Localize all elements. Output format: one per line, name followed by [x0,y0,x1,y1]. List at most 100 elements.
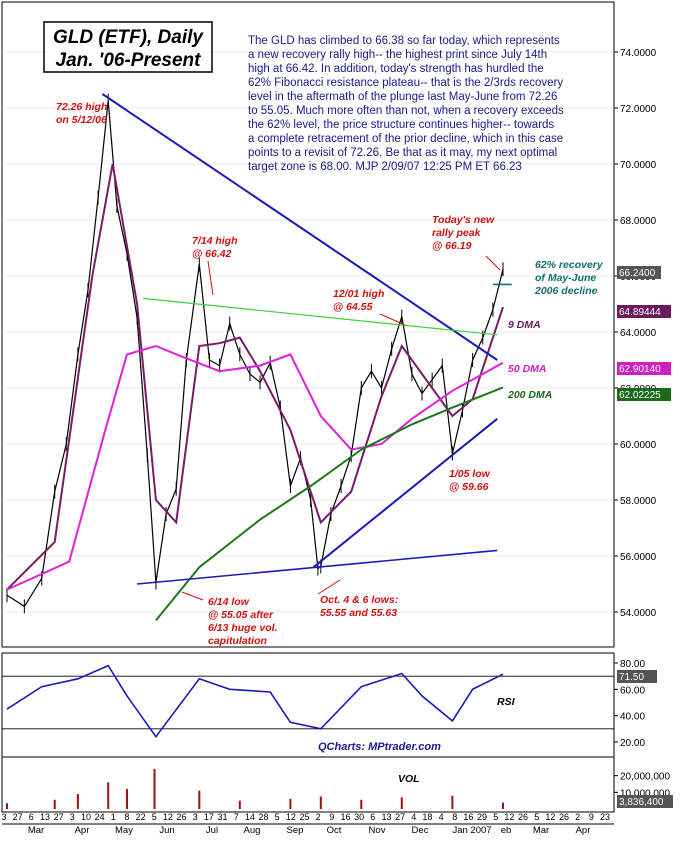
x-day-tick-label: 27 [395,812,405,822]
x-month-label: Mar [28,825,44,836]
leader-oct [317,579,341,595]
x-day-tick-label: 27 [54,812,64,822]
volume-panel-frame [1,756,615,813]
dma50-label: 50 DMA [508,363,547,375]
x-day-tick-label: 13 [40,812,50,822]
x-month-label: Jan 2007 [452,825,491,836]
dma9-label: 9 DMA [508,319,541,331]
x-day-tick-label: 3 [70,812,75,822]
x-day-tick-label: 27 [13,812,23,822]
resistance-plateau-line [142,297,498,336]
chart-title-line2: Jan. '06-Present [56,50,202,71]
x-day-tick-label: 12 [545,812,555,822]
x-day-tick-label: 12 [504,812,514,822]
x-day-tick-label: 10 [81,812,91,822]
annotation-high-0512: 72.26 high [56,101,107,113]
x-day-tick-label: 12 [286,812,296,822]
x-month-label: Sep [287,825,304,836]
rsi-line [6,664,504,739]
leader-0614 [181,591,204,601]
rsi-tick-label: 40.00 [620,712,645,723]
commentary-line: to 55.05. Much more often than not, when… [248,105,564,117]
commentary-line: high at 66.42. In addition, today's stre… [248,63,544,75]
x-day-tick-label: 30 [354,812,364,822]
x-day-tick-label: 13 [381,812,391,822]
rsi-tick-label: 80.00 [620,659,645,670]
annotation-todays-peak: @ 66.19 [432,240,472,252]
x-day-tick-label: 24 [95,812,105,822]
x-month-label: Apr [576,825,591,836]
dma50-line [6,344,504,591]
x-month-label: May [115,825,133,836]
commentary-line: the 62% level, the price structure conti… [248,119,554,131]
badge-dma9-bg [617,305,671,318]
badge-dma200: 62.02225 [619,390,661,401]
dma9-line [6,163,504,591]
x-day-tick-label: 8 [124,812,129,822]
badge-dma50-bg [617,362,671,375]
badge-dma200-bg [617,388,671,401]
rsi-tick-label: 60.00 [620,685,645,696]
x-day-tick-label: 5 [493,812,498,822]
leader-1201 [379,313,406,326]
annotation-high-0714: 7/14 high [192,235,238,247]
commentary-line: a complete retracement of the prior decl… [248,133,563,145]
price-badges: 66.2400 64.89444 62.90140 62.02225 71.50… [617,266,673,808]
x-day-tick-label: 4 [439,812,444,822]
annotation-high-1201: @ 64.55 [333,301,373,313]
commentary-block: The GLD has climbed to 66.38 so far toda… [248,35,564,173]
x-day-tick-label: 7 [234,812,239,822]
x-day-tick-label: 9 [329,812,334,822]
badge-rsi: 71.50 [619,672,644,683]
commentary-line: The GLD has climbed to 66.38 so far toda… [248,35,560,47]
badge-dma9: 64.89444 [619,307,661,318]
price-tick-label: 68.0000 [620,216,657,227]
badge-rsi-bg [617,670,657,683]
title-box [43,21,213,73]
rsi-label: RSI [497,696,516,708]
x-day-tick-label: 18 [422,812,432,822]
price-tick-label: 72.0000 [620,104,657,115]
annotation-high-0714: @ 66.42 [192,248,232,260]
badge-last-bg [617,266,661,279]
price-tick-label: 70.0000 [620,160,657,171]
x-day-tick-label: 5 [534,812,539,822]
fib-annotation: 62% recovery of May-June 2006 decline [534,259,604,297]
commentary-line: 62% Fibonacci resistance plateau-- that … [248,77,563,89]
x-day-tick-label: 3 [193,812,198,822]
x-day-tick-label: 8 [452,812,457,822]
x-day-tick-label: 22 [136,812,146,822]
x-day-tick-label: 1 [111,812,116,822]
x-day-tick-label: 28 [259,812,269,822]
x-day-tick-label: 29 [477,812,487,822]
badge-vol: 3,836,400 [619,797,664,808]
x-day-tick-label: 31 [218,812,228,822]
fib-62-label: 62% recovery [535,259,604,271]
x-day-tick-label: 26 [518,812,528,822]
leader-0714 [207,260,214,296]
price-tick-label: 54.0000 [620,608,657,619]
vol-label: VOL [398,773,420,785]
price-tick-label: 58.0000 [620,496,657,507]
commentary-line: level in the aftermath of the plunge las… [248,91,557,103]
annotation-low-0614: @ 55.05 after [208,609,274,621]
x-day-tick-label: 26 [177,812,187,822]
rsi-tick-label: 20.00 [620,738,645,749]
x-month-label: Dec [412,825,429,836]
x-day-tick-label: 2 [575,812,580,822]
x-day-tick-label: 26 [559,812,569,822]
x-month-label: Oct [327,825,342,836]
x-day-tick-label: 17 [204,812,214,822]
x-month-label: eb [501,825,512,836]
x-month-label: Nov [369,825,386,836]
fib-62-label: of May-June [535,272,596,284]
watermark: QCharts: MPtrader.com [318,741,441,753]
dma200-line [155,386,504,622]
x-month-label: Apr [75,825,90,836]
dma200-label: 200 DMA [507,389,552,401]
vol-tick-label: 20,000,000 [620,772,670,783]
annotation-low-oct: 55.55 and 55.63 [320,607,397,619]
x-month-label: Jun [159,825,174,836]
price-tick-label: 56.0000 [620,552,657,563]
